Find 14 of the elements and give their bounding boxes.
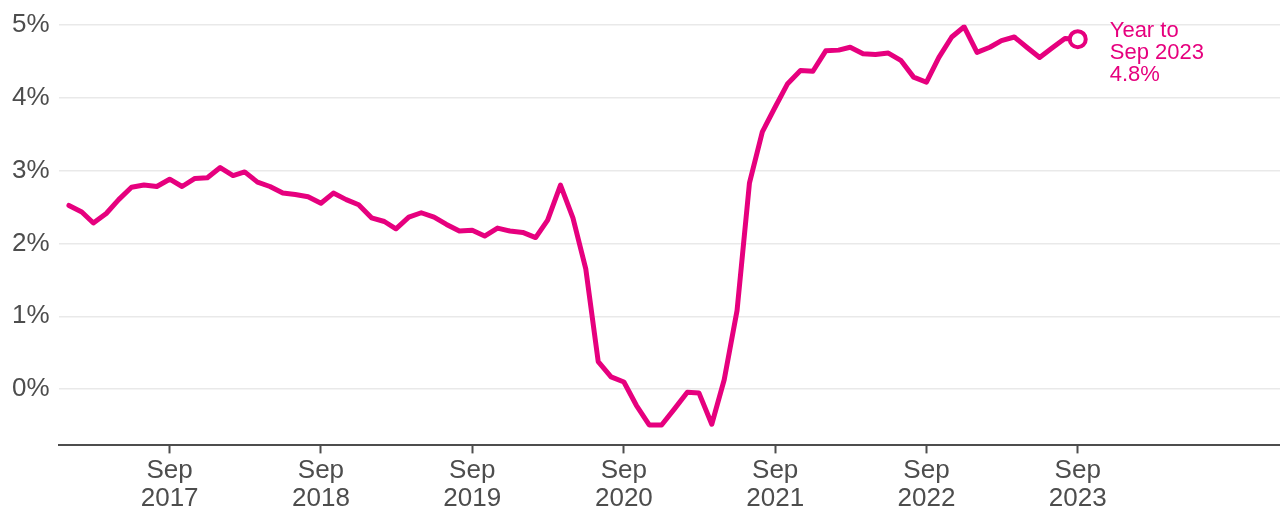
annotation: Year to Sep 2023 4.8% <box>1109 17 1204 87</box>
x-tick-label: Sep 2020 <box>594 454 653 512</box>
y-tick-label: 3% <box>12 153 50 184</box>
x-tick-label: Sep 2017 <box>140 454 199 512</box>
y-tick-label: 0% <box>12 372 50 403</box>
y-tick-label: 2% <box>12 226 50 257</box>
x-tick-label: Sep 2019 <box>443 454 502 512</box>
y-tick-label: 4% <box>12 80 50 111</box>
x-tick-label: Sep 2021 <box>746 454 805 512</box>
x-tick-label: Sep 2023 <box>1048 454 1107 512</box>
y-tick-label: 5% <box>12 7 50 38</box>
x-tick-label: Sep 2018 <box>292 454 350 512</box>
y-tick-label: 1% <box>12 299 50 330</box>
x-tick-label: Sep 2022 <box>897 454 956 512</box>
